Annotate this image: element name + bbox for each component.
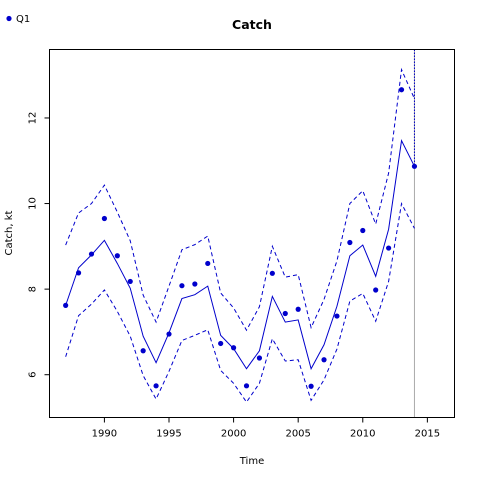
upper-line	[65, 67, 415, 332]
observed-point	[114, 253, 120, 259]
observed-point	[153, 383, 159, 389]
observed-point	[192, 281, 198, 287]
x-tick-label: 1990	[92, 429, 117, 440]
observed-point	[243, 383, 250, 389]
x-axis-label: Time	[239, 456, 264, 467]
y-axis: 6 8 10 12	[28, 112, 50, 378]
fitted-line	[65, 138, 415, 371]
observed-point	[398, 87, 405, 93]
y-tick-label: 6	[28, 372, 39, 378]
x-axis: 1990 1995 2000 2005 2010 2015	[92, 417, 440, 440]
observed-point	[179, 283, 185, 289]
observed-point	[373, 287, 379, 293]
legend-marker	[6, 15, 12, 22]
observed-point	[256, 355, 263, 361]
x-tick-label: 1995	[156, 429, 181, 440]
observed-point	[205, 260, 211, 267]
x-tick-label: 2015	[415, 429, 440, 440]
observed-point	[101, 215, 108, 222]
y-tick-label: 10	[28, 197, 39, 210]
observed-point	[230, 345, 237, 351]
observed-point	[334, 313, 340, 319]
observed-point	[295, 306, 301, 312]
plot-area	[63, 49, 418, 418]
observed-point	[308, 383, 314, 389]
y-tick-label: 8	[28, 286, 39, 292]
legend: Q1	[6, 14, 30, 25]
y-tick-label: 12	[28, 112, 39, 125]
observed-point	[140, 348, 146, 354]
observed-point	[386, 245, 392, 251]
observed-point	[321, 357, 327, 363]
x-tick-label: 2010	[350, 429, 375, 440]
plot-frame	[49, 49, 455, 418]
observed-point	[269, 270, 275, 276]
x-tick-label: 2000	[221, 429, 246, 440]
x-tick-label: 2005	[285, 429, 310, 440]
observed-point	[360, 227, 366, 234]
observed-point	[282, 310, 288, 317]
y-axis-label: Catch, kt	[4, 210, 15, 255]
observed-point	[218, 340, 224, 347]
observed-point	[127, 278, 133, 285]
chart-title: Catch	[232, 17, 272, 32]
legend-label: Q1	[16, 14, 30, 25]
observed-point	[347, 239, 353, 246]
lower-line	[65, 201, 415, 403]
